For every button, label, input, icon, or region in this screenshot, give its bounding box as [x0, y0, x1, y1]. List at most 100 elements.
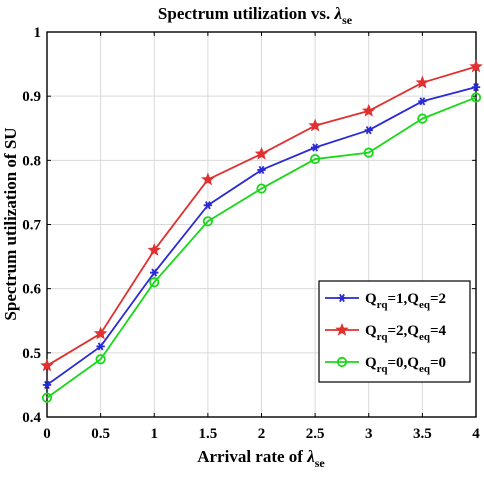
- legend-entry: Qrq=2,Qeq=4: [325, 322, 447, 343]
- x-axis-label-text: Arrival rate of: [197, 447, 307, 466]
- data-point: [96, 342, 105, 351]
- y-axis-label: Spectrum utilization of SU: [1, 127, 20, 320]
- data-point: [310, 143, 320, 152]
- data-point: [149, 277, 160, 288]
- data-point: [469, 59, 483, 73]
- y-tick-label: 0.6: [22, 282, 41, 298]
- asterisk-marker-center: [152, 270, 157, 275]
- x-axis-label-lambda: λ: [306, 447, 315, 466]
- series-3: [41, 92, 482, 403]
- data-point: [202, 216, 213, 227]
- chart-title-lambda: λ: [334, 4, 343, 23]
- legend-label-text: Q: [365, 291, 377, 307]
- asterisk-marker-center: [259, 167, 264, 172]
- data-point: [470, 92, 482, 103]
- star-marker-shape: [469, 59, 483, 73]
- circle-marker-shape: [41, 392, 53, 403]
- data-point: [41, 392, 53, 403]
- circle-marker-shape: [202, 216, 213, 227]
- legend-label-subscript: eq: [419, 331, 431, 343]
- tick-labels: 0 0.5 1 1.5 2 2.5 3 3.5 4 0.4 0.5 0.6 0.7 0.8 0.9 1: [22, 25, 480, 442]
- data-point: [417, 113, 428, 124]
- star-marker-shape: [335, 322, 349, 336]
- asterisk-marker-center: [420, 99, 425, 104]
- legend-marker: [335, 322, 349, 336]
- star-marker-shape: [254, 146, 269, 160]
- y-tick-label: 1: [34, 25, 42, 41]
- data-point: [201, 172, 215, 186]
- asterisk-marker-center: [205, 203, 210, 208]
- x-tick-label: 2: [258, 426, 266, 442]
- x-tick-label: 0: [43, 426, 51, 442]
- data-point: [40, 358, 54, 372]
- data-point: [361, 103, 376, 117]
- star-marker-shape: [201, 172, 215, 186]
- asterisk-marker-center: [366, 128, 371, 133]
- legend-label-text: =4: [430, 323, 447, 339]
- legend-label-subscript: rq: [377, 299, 389, 311]
- data-point: [203, 201, 213, 210]
- asterisk-marker-center: [45, 382, 49, 387]
- legend-label-subscript: eq: [419, 363, 431, 375]
- data-point: [257, 165, 266, 175]
- data-point: [471, 83, 481, 92]
- legend-marker: [336, 356, 348, 368]
- star-marker-shape: [308, 118, 322, 132]
- legend-label-subscript: eq: [419, 299, 431, 311]
- x-axis-label: Arrival rate of λse: [197, 447, 325, 470]
- chart-title: Spectrum utilization vs. λse: [158, 4, 353, 27]
- circle-marker-shape: [336, 356, 348, 368]
- data-point: [364, 126, 373, 135]
- circle-marker-shape: [470, 92, 482, 103]
- legend-label: Qrq=1,Qeq=2: [365, 291, 446, 311]
- data-point: [150, 268, 159, 277]
- y-tick-label: 0.8: [22, 153, 41, 169]
- legend-label-text: =0,Q: [387, 355, 419, 371]
- asterisk-marker-center: [313, 145, 318, 150]
- chart-title-subscript: se: [342, 13, 353, 27]
- asterisk-marker-center: [474, 85, 478, 90]
- chart-title-text: Spectrum utilization vs.: [158, 4, 335, 23]
- x-tick-label: 4: [472, 426, 480, 442]
- star-marker-shape: [93, 326, 108, 340]
- x-tick-label: 2.5: [306, 426, 325, 442]
- series-line: [46, 96, 477, 399]
- series-1: [42, 83, 481, 390]
- data-point: [254, 146, 269, 160]
- x-tick-label: 3: [365, 426, 373, 442]
- x-axis-label-subscript: se: [315, 456, 326, 470]
- x-tick-label: 3.5: [413, 426, 432, 442]
- legend-label-text: =2: [430, 291, 446, 307]
- legend-label-text: Q: [365, 323, 377, 339]
- data-point: [310, 153, 321, 165]
- y-tick-label: 0.5: [22, 346, 41, 362]
- star-marker-shape: [415, 75, 430, 89]
- data-point: [363, 147, 374, 158]
- star-marker-shape: [40, 358, 54, 372]
- y-tick-label: 0.7: [22, 218, 41, 234]
- circle-marker-shape: [256, 183, 267, 194]
- series-2: [40, 59, 483, 372]
- legend-label-text: Q: [365, 355, 377, 371]
- data-point: [95, 354, 106, 365]
- legend-entry: Qrq=0,Qeq=0: [325, 355, 446, 375]
- star-marker-shape: [361, 103, 376, 117]
- data-point: [415, 75, 430, 89]
- legend-label-text: =2,Q: [387, 323, 419, 339]
- y-tick-label: 0.4: [22, 410, 41, 426]
- legend-label-text: =0: [430, 355, 446, 371]
- asterisk-marker-center: [98, 344, 103, 349]
- data-point: [147, 243, 162, 256]
- x-tick-label: 0.5: [91, 426, 110, 442]
- circle-marker-shape: [310, 153, 321, 165]
- legend-label-subscript: rq: [377, 331, 389, 343]
- circle-marker-shape: [149, 277, 160, 288]
- circle-marker-shape: [417, 113, 428, 124]
- data-point: [256, 183, 267, 194]
- legend-label: Qrq=2,Qeq=4: [365, 323, 447, 343]
- data-point: [42, 380, 52, 390]
- x-tick-label: 1: [151, 426, 159, 442]
- y-tick-label: 0.9: [22, 89, 41, 105]
